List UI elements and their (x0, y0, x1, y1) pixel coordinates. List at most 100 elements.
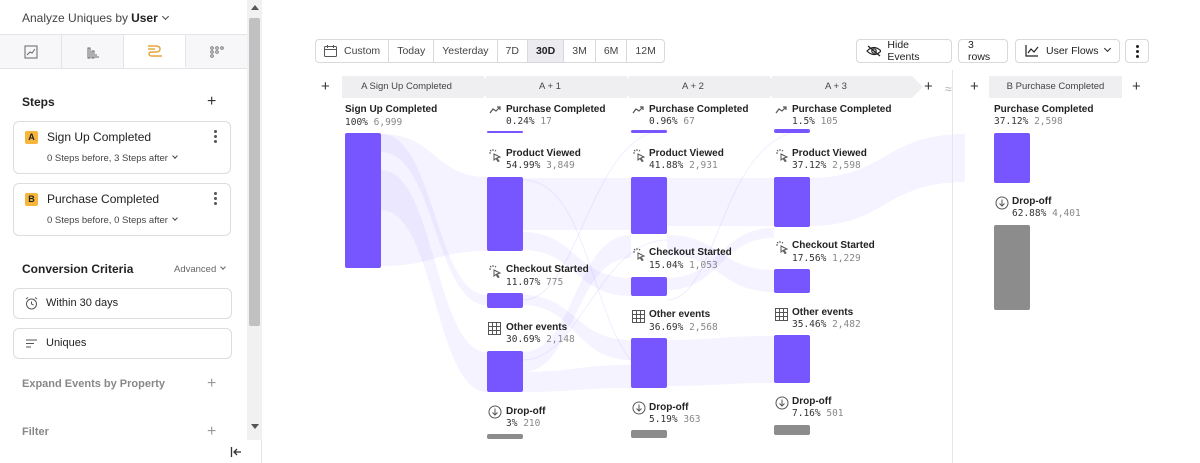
kebab-icon (1135, 44, 1139, 58)
node-value: 37.12% 2,598 (792, 160, 861, 171)
scrollbar-thumb[interactable] (249, 18, 260, 326)
node-value: 5.19% 363 (649, 414, 701, 425)
step-card-b[interactable]: B Purchase Completed 0 Steps before, 0 S… (13, 183, 231, 236)
step-badge: A (25, 131, 38, 144)
node-count: 17 (540, 116, 552, 127)
node-bar-purchase[interactable] (487, 131, 523, 133)
node-bar-other-events[interactable] (774, 335, 810, 383)
node-bar-dropoff[interactable] (994, 225, 1030, 310)
node-value: 36.69% 2,568 (649, 322, 718, 333)
tab-flows[interactable] (124, 35, 186, 68)
visualization-tabs (0, 34, 247, 69)
node-bar-product-viewed[interactable] (487, 177, 523, 251)
conversion-window-selector[interactable]: Within 30 days (13, 288, 232, 319)
chart-icon (1025, 45, 1039, 57)
node-bar-signup[interactable] (345, 133, 381, 268)
node-label: Drop-off (792, 396, 832, 407)
tab-grid[interactable] (186, 35, 247, 68)
step-menu-icon[interactable] (214, 130, 218, 145)
date-range-yesterday[interactable]: Yesterday (434, 40, 498, 62)
column-header-label: A + 2 (682, 81, 704, 92)
date-range-3m[interactable]: 3M (564, 40, 596, 62)
add-filter-icon[interactable]: + (207, 423, 217, 440)
column-header-label: B Purchase Completed (1006, 81, 1105, 92)
node-bar-purchase[interactable] (631, 130, 667, 133)
node-bar-product-viewed[interactable] (774, 177, 810, 227)
date-range-30d[interactable]: 30D (527, 40, 565, 62)
table-grid-icon (488, 322, 501, 335)
view-type-selector[interactable]: User Flows (1015, 39, 1120, 63)
dots-grid-icon (209, 45, 224, 58)
node-bar-checkout[interactable] (487, 293, 523, 308)
left-panel: Analyze Uniques by User Steps + A Sign Up… (0, 0, 262, 463)
node-pct: 37.12% (994, 116, 1029, 127)
add-step-before-icon[interactable]: + (321, 78, 330, 95)
collapse-left-icon (230, 447, 241, 457)
node-value: 3% 210 (506, 418, 540, 429)
node-pct: 62.88% (1012, 208, 1047, 219)
left-panel-scroll[interactable]: Analyze Uniques by User Steps + A Sign Up… (0, 0, 247, 440)
node-count: 363 (683, 414, 701, 425)
click-cursor-icon (633, 248, 646, 261)
node-pct: 100% (345, 117, 368, 128)
node-bar-checkout[interactable] (631, 277, 667, 296)
date-range-today[interactable]: Today (389, 40, 435, 62)
node-value: 37.12% 2,598 (994, 116, 1063, 127)
add-step-icon[interactable]: + (207, 93, 217, 110)
conversion-criteria-title: Conversion Criteria (22, 262, 134, 276)
node-label: Purchase Completed (994, 104, 1094, 115)
node-bar-product-viewed[interactable] (631, 177, 667, 234)
node-bar-dropoff[interactable] (487, 434, 523, 439)
hide-events-button[interactable]: Hide Events (856, 39, 952, 63)
analyze-by-selector[interactable]: Analyze Uniques by User (22, 11, 169, 25)
node-count: 2,931 (689, 160, 718, 171)
left-panel-scrollbar[interactable] (247, 0, 262, 440)
trend-arrow-icon (632, 106, 644, 114)
date-range-6m[interactable]: 6M (596, 40, 628, 62)
click-cursor-icon (633, 149, 646, 162)
node-bar-other-events[interactable] (487, 351, 523, 392)
add-step-after-b-icon[interactable]: + (1132, 78, 1141, 95)
node-bar-dropoff[interactable] (631, 430, 667, 438)
node-bar-other-events[interactable] (631, 338, 667, 388)
add-step-after-a-icon[interactable]: + (924, 78, 933, 95)
step-name: Purchase Completed (47, 192, 160, 206)
tab-line-chart[interactable] (0, 35, 62, 68)
step-menu-icon[interactable] (214, 192, 218, 207)
step-range-selector[interactable]: 0 Steps before, 0 Steps after (47, 215, 178, 226)
node-bar-purchase[interactable] (774, 129, 810, 133)
node-label: Drop-off (506, 406, 546, 417)
dropoff-arrow-icon (488, 405, 502, 419)
column-header-label: A + 3 (825, 81, 847, 92)
date-range-7d[interactable]: 7D (498, 40, 528, 62)
click-cursor-icon (489, 149, 502, 162)
scroll-up-icon[interactable] (251, 5, 259, 10)
node-bar-dropoff[interactable] (774, 425, 810, 435)
date-range-12m[interactable]: 12M (635, 45, 656, 57)
node-label: Product Viewed (506, 148, 581, 159)
counting-method-selector[interactable]: Uniques (13, 328, 232, 359)
expand-events-title: Expand Events by Property (22, 378, 166, 390)
node-bar-checkout[interactable] (774, 269, 810, 293)
tab-bar-chart[interactable] (62, 35, 124, 68)
step-badge: B (25, 193, 38, 206)
node-label: Checkout Started (649, 247, 732, 258)
date-range-custom[interactable]: Custom (316, 40, 390, 62)
advanced-toggle[interactable]: Advanced (174, 264, 227, 275)
scroll-down-icon[interactable] (251, 424, 259, 429)
date-range-selector: Custom Today Yesterday 7D 30D 3M 6M 12M (315, 39, 665, 63)
node-bar-purchase-completed[interactable] (994, 133, 1030, 183)
rows-button[interactable]: 3 rows (958, 39, 1008, 63)
more-options-button[interactable] (1125, 39, 1149, 63)
add-step-before-b-icon[interactable]: + (970, 78, 979, 95)
gap-squiggle-icon: ≈ (945, 82, 952, 96)
collapse-panel-button[interactable] (230, 445, 242, 463)
add-expand-property-icon[interactable]: + (207, 375, 217, 392)
node-value: 54.99% 3,849 (506, 160, 575, 171)
step-range-selector[interactable]: 0 Steps before, 3 Steps after (47, 153, 178, 164)
node-count: 4,401 (1052, 208, 1081, 219)
node-label: Purchase Completed (506, 104, 606, 115)
advanced-label: Advanced (174, 264, 217, 275)
click-cursor-icon (489, 265, 502, 278)
step-card-a[interactable]: A Sign Up Completed 0 Steps before, 3 St… (13, 121, 231, 174)
